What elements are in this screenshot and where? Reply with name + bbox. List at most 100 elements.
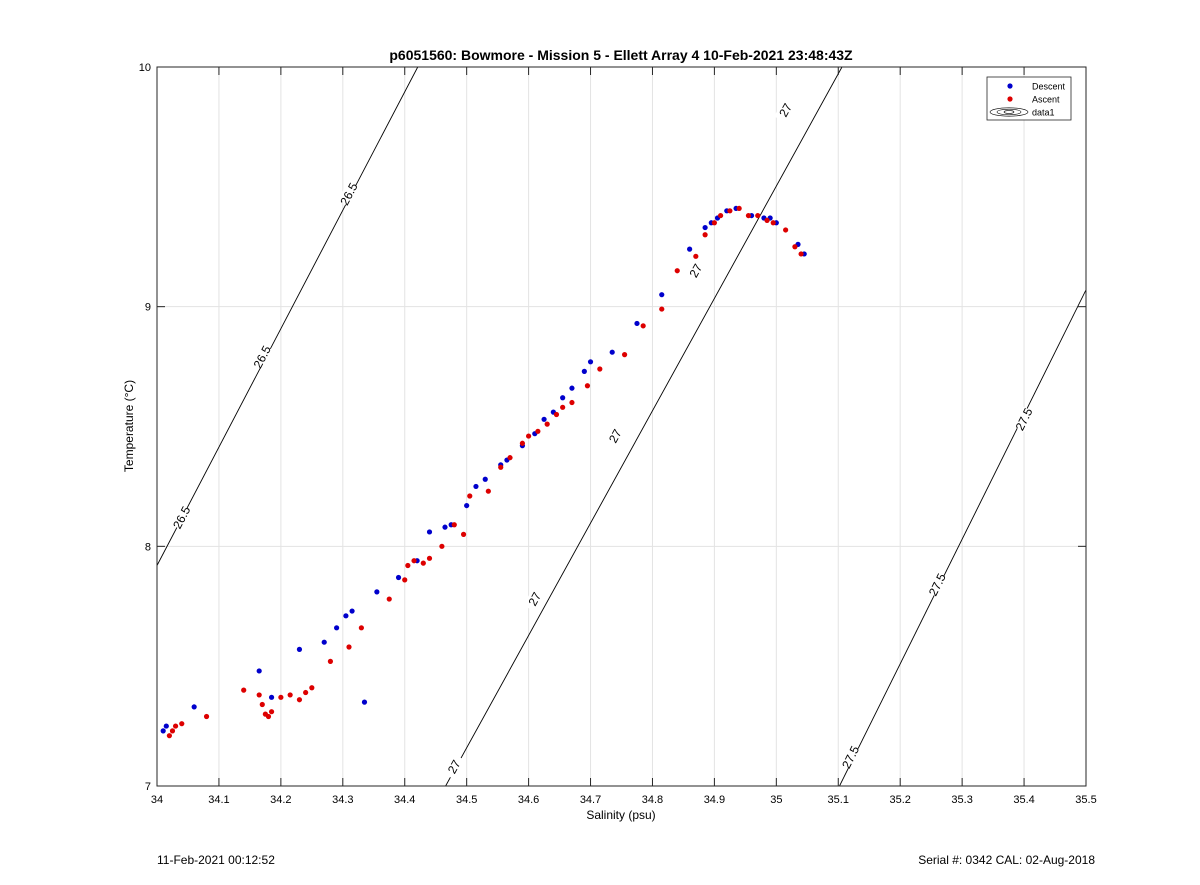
x-tick-label: 34.5 xyxy=(456,794,477,806)
descent-point xyxy=(482,476,488,482)
descent-point xyxy=(581,368,587,374)
ascent-point xyxy=(770,220,776,226)
contour-label: 27 xyxy=(606,427,625,446)
ascent-point xyxy=(439,543,445,549)
descent-point xyxy=(256,668,262,674)
ascent-point xyxy=(451,522,457,528)
x-tick-label: 35.2 xyxy=(889,794,910,806)
density-contours xyxy=(157,67,1086,786)
ascent-point xyxy=(358,625,364,631)
x-tick-label: 34.6 xyxy=(518,794,539,806)
axis-ticks: 34 34.1 34.2 34.3 34.4 34.5 34.6 34.7 34.8 34.9 35… xyxy=(139,62,1097,806)
ascent-point xyxy=(327,658,334,664)
chart-title: p6051560: Bowmore - Mission 5 - Ellett A… xyxy=(389,47,853,63)
contour-label-background xyxy=(170,504,194,531)
x-tick-label: 34 xyxy=(151,794,163,806)
ascent-point xyxy=(309,685,315,691)
x-tick-label: 35.4 xyxy=(1013,794,1034,806)
descent-point xyxy=(587,359,594,365)
descent-point xyxy=(160,728,166,734)
contour-label: 27 xyxy=(525,590,544,609)
ascent-point xyxy=(278,694,284,700)
ascent-point xyxy=(507,455,513,461)
legend: Descent Ascent data1 xyxy=(986,76,1072,121)
ascent-point xyxy=(402,577,408,583)
ascent-point xyxy=(693,253,699,259)
footer-timestamp: 11-Feb-2021 00:12:52 xyxy=(157,853,275,867)
ascent-point xyxy=(519,440,526,446)
contour-label-background xyxy=(603,423,627,450)
ascent-point xyxy=(268,709,275,715)
legend-box xyxy=(986,76,1072,121)
ascent-point xyxy=(426,555,433,561)
ascent-point xyxy=(467,493,473,499)
ascent-point xyxy=(553,411,560,418)
x-axis-label: Salinity (psu) xyxy=(586,808,655,822)
contour-label: 27 xyxy=(776,101,795,120)
ascent-point xyxy=(640,323,646,329)
footer-serial-cal: Serial #: 0342 CAL: 02-Aug-2018 xyxy=(918,853,1095,867)
x-tick-label: 35.3 xyxy=(951,794,972,806)
x-tick-label: 34.8 xyxy=(642,794,663,806)
data-points xyxy=(160,205,807,739)
ascent-point xyxy=(711,220,718,226)
ascent-point xyxy=(597,366,603,372)
contour-label-background xyxy=(250,344,274,370)
ascent-point xyxy=(535,428,541,434)
ascent-point xyxy=(526,433,532,439)
y-tick-label: 8 xyxy=(145,541,151,553)
plot-area xyxy=(157,67,1086,786)
descent-point xyxy=(334,625,340,631)
descent-point xyxy=(702,224,708,231)
legend-data1-label: data1 xyxy=(1032,108,1055,118)
ascent-point xyxy=(460,531,467,537)
ascent-point xyxy=(798,251,804,257)
contour-label-background xyxy=(774,97,798,124)
ascent-point xyxy=(259,701,265,708)
legend-descent-marker xyxy=(1007,83,1013,89)
descent-point xyxy=(321,639,327,645)
ascent-point xyxy=(745,212,752,219)
descent-point xyxy=(473,483,479,490)
ascent-point xyxy=(717,212,724,219)
density-contour-line xyxy=(839,289,1086,786)
x-tick-label: 34.2 xyxy=(270,794,291,806)
ascent-point xyxy=(584,383,591,389)
x-tick-label: 34.9 xyxy=(704,794,725,806)
descent-point xyxy=(560,395,566,401)
ascent-point xyxy=(792,244,798,250)
ascent-point xyxy=(296,697,303,703)
x-tick-label: 34.7 xyxy=(580,794,601,806)
ascent-point xyxy=(265,713,272,720)
descent-point xyxy=(426,529,433,535)
descent-point xyxy=(374,589,380,595)
ascent-point xyxy=(166,733,172,739)
ascent-point xyxy=(783,227,789,233)
ascent-point xyxy=(569,399,575,406)
y-tick-label: 9 xyxy=(145,302,151,314)
descent-point xyxy=(395,574,402,581)
descent-point xyxy=(268,694,275,700)
ascent-point xyxy=(346,644,352,650)
contour-label-background xyxy=(839,744,862,771)
legend-ascent-marker xyxy=(1007,96,1013,102)
descent-point xyxy=(634,320,640,327)
ascent-point xyxy=(179,721,185,727)
descent-point xyxy=(609,349,615,355)
x-tick-label: 35.1 xyxy=(828,794,849,806)
contour-label: 27 xyxy=(686,261,705,280)
axes-box xyxy=(156,66,1087,787)
ascent-point xyxy=(702,232,708,238)
descent-point xyxy=(569,385,575,391)
ascent-point xyxy=(203,713,210,720)
legend-contour-swatch-icon xyxy=(989,107,1029,117)
ascent-point xyxy=(172,723,179,729)
ascent-point xyxy=(405,562,411,569)
x-tick-label: 34.3 xyxy=(332,794,353,806)
ascent-point xyxy=(736,205,742,212)
x-tick-label: 34.4 xyxy=(394,794,415,806)
contour-label-background xyxy=(684,257,708,284)
ascent-point xyxy=(755,212,761,219)
